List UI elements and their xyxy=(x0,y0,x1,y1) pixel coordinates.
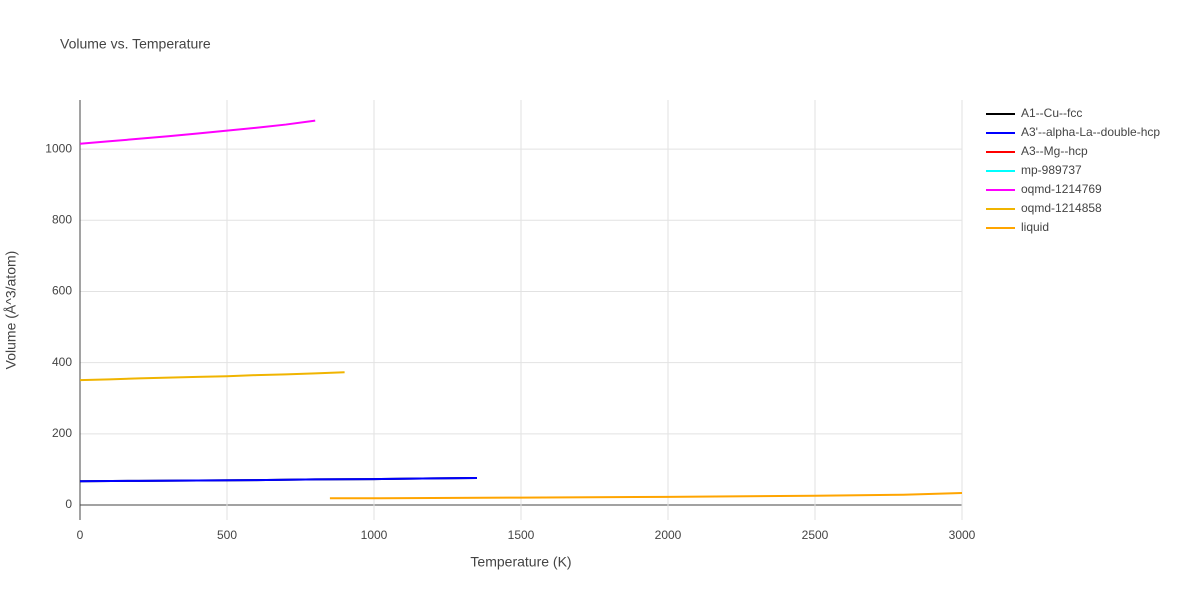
series-line xyxy=(329,491,963,500)
legend-label: mp-989737 xyxy=(1021,163,1082,177)
x-tick-label: 0 xyxy=(77,528,84,542)
legend-label: A3'--alpha-La--double-hcp xyxy=(1021,125,1160,139)
legend-label: A1--Cu--fcc xyxy=(1021,106,1082,120)
y-tick-label: 1000 xyxy=(45,141,72,155)
x-tick-label: 3000 xyxy=(949,528,976,542)
x-tick-label: 2500 xyxy=(802,528,829,542)
legend-label: oqmd-1214769 xyxy=(1021,182,1102,196)
series-line xyxy=(79,477,477,483)
y-tick-label: 0 xyxy=(65,497,72,511)
x-tick-label: 1500 xyxy=(508,528,535,542)
x-tick-label: 2000 xyxy=(655,528,682,542)
y-tick-label: 200 xyxy=(52,426,72,440)
x-tick-label: 1000 xyxy=(361,528,388,542)
x-tick-label: 500 xyxy=(217,528,237,542)
legend-label: oqmd-1214858 xyxy=(1021,201,1102,215)
y-axis-title: Volume (Å^3/atom) xyxy=(3,251,19,370)
series-line xyxy=(79,119,316,145)
series-line xyxy=(79,371,345,382)
legend-label: liquid xyxy=(1021,220,1049,234)
y-tick-label: 800 xyxy=(52,212,72,226)
chart-title: Volume vs. Temperature xyxy=(60,36,211,52)
y-tick-label: 400 xyxy=(52,355,72,369)
legend-label: A3--Mg--hcp xyxy=(1021,144,1088,158)
y-tick-label: 600 xyxy=(52,284,72,298)
x-axis-title: Temperature (K) xyxy=(470,554,571,570)
